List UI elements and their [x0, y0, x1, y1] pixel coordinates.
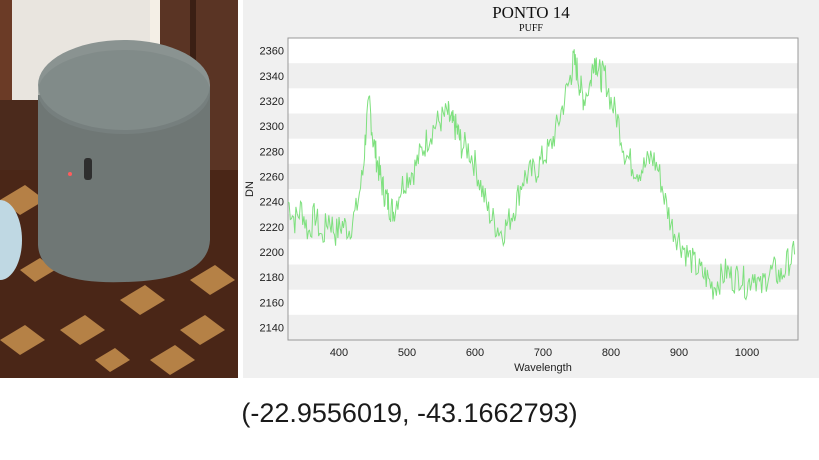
- grid-band: [288, 264, 798, 290]
- chart-subtitle: PUFF: [519, 23, 543, 34]
- x-tick-label: 500: [398, 347, 416, 359]
- x-tick-label: 400: [330, 347, 348, 359]
- y-tick-label: 2240: [260, 197, 284, 209]
- y-tick-label: 2360: [260, 46, 284, 58]
- y-tick-label: 2200: [260, 247, 284, 259]
- y-tick-label: 2300: [260, 121, 284, 133]
- grid-band: [288, 163, 798, 189]
- chart-title: PONTO 14: [492, 3, 570, 22]
- x-tick-label: 1000: [735, 347, 759, 359]
- y-tick-label: 2140: [260, 322, 284, 334]
- x-tick-label: 800: [602, 347, 620, 359]
- x-tick-label: 600: [466, 347, 484, 359]
- y-tick-label: 2320: [260, 96, 284, 108]
- series-line-dn: [287, 49, 796, 301]
- photo-pouf: [0, 0, 238, 378]
- grid-band: [288, 113, 798, 139]
- x-axis-ticks: 400 500 600 700 800 900 1000: [330, 347, 759, 359]
- grid-band: [288, 314, 798, 340]
- x-tick-label: 900: [670, 347, 688, 359]
- grid-band: [288, 214, 798, 240]
- gray-cylindrical-pouf: [38, 40, 210, 283]
- y-tick-label: 2260: [260, 171, 284, 183]
- y-axis-label: DN: [244, 181, 256, 197]
- y-tick-label: 2180: [260, 272, 284, 284]
- plot-grid-bands: [288, 38, 798, 340]
- pouf-tag: [84, 158, 92, 180]
- y-axis-ticks: 2140 2160 2180 2200 2220 2240 2260 2280 2300 2320…: [260, 46, 284, 335]
- plot-frame: [287, 37, 799, 341]
- grid-band: [288, 63, 798, 89]
- spectrum-chart: PONTO 14 PUFF 2140 2160 2180 2200 2220 2240 22…: [243, 0, 819, 378]
- y-tick-label: 2220: [260, 222, 284, 234]
- x-tick-label: 700: [534, 347, 552, 359]
- y-tick-label: 2280: [260, 146, 284, 158]
- x-axis-label: Wavelength: [514, 362, 572, 374]
- y-tick-label: 2340: [260, 71, 284, 83]
- coordinates-caption: (-22.9556019, -43.1662793): [241, 398, 578, 428]
- y-tick-label: 2160: [260, 297, 284, 309]
